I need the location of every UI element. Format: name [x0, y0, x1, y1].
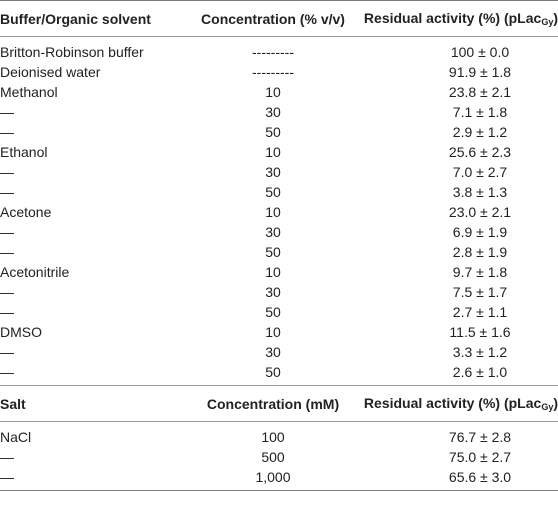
row-activity: 9.7 ± 1.8	[452, 264, 508, 280]
solvent-row: DMSO 10 11.5 ± 1.6	[0, 322, 558, 342]
row-concentration: 50	[265, 244, 281, 260]
row-label: —	[0, 124, 14, 140]
row-activity: 11.5 ± 1.6	[449, 324, 511, 340]
row-label: —	[0, 104, 14, 120]
row-concentration: 50	[265, 184, 281, 200]
row-concentration: 30	[265, 104, 281, 120]
row-activity: 3.8 ± 1.3	[452, 184, 508, 200]
row-concentration: 50	[265, 304, 281, 320]
header-concentration-mm: Concentration (mM)	[196, 385, 350, 422]
row-activity: 76.7 ± 2.8	[448, 429, 512, 445]
row-activity: 6.9 ± 1.9	[452, 224, 508, 240]
row-activity: 23.8 ± 2.1	[448, 84, 512, 100]
row-concentration: 100	[261, 429, 285, 445]
row-concentration: ---------	[252, 44, 294, 60]
row-concentration: 10	[265, 204, 281, 220]
row-activity: 2.6 ± 1.0	[452, 364, 508, 380]
header-residual-activity-salt: Residual activity (%) (pLacGy)	[350, 385, 558, 422]
row-label: Methanol	[0, 84, 58, 100]
row-label: —	[0, 164, 14, 180]
row-concentration: 1,000	[196, 467, 350, 491]
row-label: —	[0, 184, 14, 200]
row-concentration: 10	[265, 144, 281, 160]
row-label: —	[0, 304, 14, 320]
row-activity: 3.3 ± 1.2	[452, 344, 508, 360]
row-concentration: 10	[265, 84, 281, 100]
row-concentration: 50	[265, 124, 281, 140]
solvent-row: — 30 7.0 ± 2.7	[0, 162, 558, 182]
row-concentration: 10	[265, 264, 281, 280]
solvent-row: — 30 7.5 ± 1.7	[0, 282, 558, 302]
row-label: —	[0, 284, 14, 300]
row-label: —	[0, 224, 14, 240]
row-activity: 75.0 ± 2.7	[448, 449, 512, 465]
row-activity: 25.6 ± 2.3	[448, 144, 512, 160]
row-concentration: 10	[265, 324, 281, 340]
row-label: Acetone	[0, 204, 52, 220]
solvent-row: Acetonitrile 10 9.7 ± 1.8	[0, 262, 558, 282]
row-activity: 91.9 ± 1.8	[448, 64, 512, 80]
solvent-row: Britton-Robinson buffer --------- 100 ± 0.…	[0, 37, 558, 63]
row-activity: 2.9 ± 1.2	[452, 124, 508, 140]
row-concentration: ---------	[252, 64, 294, 80]
salt-row: — 500 75.0 ± 2.7	[0, 447, 558, 467]
row-activity: 2.8 ± 1.9	[452, 244, 508, 260]
row-activity: 7.5 ± 1.7	[452, 284, 508, 300]
salt-row: NaCl 100 76.7 ± 2.8	[0, 422, 558, 448]
header-buffer-solvent: Buffer/Organic solvent	[0, 0, 196, 37]
row-label: —	[0, 344, 14, 360]
header-salt: Salt	[0, 385, 196, 422]
row-activity: 7.1 ± 1.8	[452, 104, 508, 120]
row-label: —	[0, 467, 196, 491]
row-activity: 2.7 ± 1.1	[452, 304, 508, 320]
row-label: Britton-Robinson buffer	[0, 44, 144, 60]
solvent-row: Methanol 10 23.8 ± 2.1	[0, 82, 558, 102]
row-label: Ethanol	[0, 144, 48, 160]
solvent-row: Ethanol 10 25.6 ± 2.3	[0, 142, 558, 162]
solvent-row: — 30 7.1 ± 1.8	[0, 102, 558, 122]
row-concentration: 50	[265, 364, 281, 380]
salt-header-row: Salt Concentration (mM) Residual activit…	[0, 385, 558, 422]
solvent-row: Acetone 10 23.0 ± 2.1	[0, 202, 558, 222]
row-label: —	[0, 449, 14, 465]
solvent-row: — 50 2.9 ± 1.2	[0, 122, 558, 142]
row-label: NaCl	[0, 429, 32, 445]
salt-row: —1,000 65.6 ± 3.0	[0, 467, 558, 491]
solvent-header-row: Buffer/Organic solvent Concentration (% …	[0, 0, 558, 37]
row-concentration: 30	[265, 284, 281, 300]
row-concentration: 30	[265, 344, 281, 360]
solvent-row: — 30 6.9 ± 1.9	[0, 222, 558, 242]
row-activity: 65.6 ± 3.0	[350, 467, 558, 491]
solvent-row: — 50 2.8 ± 1.9	[0, 242, 558, 262]
row-label: DMSO	[0, 324, 42, 340]
row-activity: 100 ± 0.0	[450, 44, 510, 60]
row-concentration: 500	[261, 449, 285, 465]
solvent-row: — 50 2.6 ± 1.0	[0, 362, 558, 386]
solvent-row: — 50 3.8 ± 1.3	[0, 182, 558, 202]
row-label: Acetonitrile	[0, 264, 70, 280]
row-label: —	[0, 364, 14, 380]
row-label: Deionised water	[0, 64, 101, 80]
row-concentration: 30	[265, 164, 281, 180]
header-residual-activity: Residual activity (%) (pLacGy)	[350, 0, 558, 37]
solvent-row: — 30 3.3 ± 1.2	[0, 342, 558, 362]
residual-activity-table: Buffer/Organic solvent Concentration (% …	[0, 0, 558, 491]
row-label: —	[0, 244, 14, 260]
row-concentration: 30	[265, 224, 281, 240]
header-concentration-vv: Concentration (% v/v)	[196, 0, 350, 37]
solvent-row: — 50 2.7 ± 1.1	[0, 302, 558, 322]
solvent-row: Deionised water --------- 91.9 ± 1.8	[0, 62, 558, 82]
row-activity: 7.0 ± 2.7	[452, 164, 508, 180]
row-activity: 23.0 ± 2.1	[448, 204, 512, 220]
